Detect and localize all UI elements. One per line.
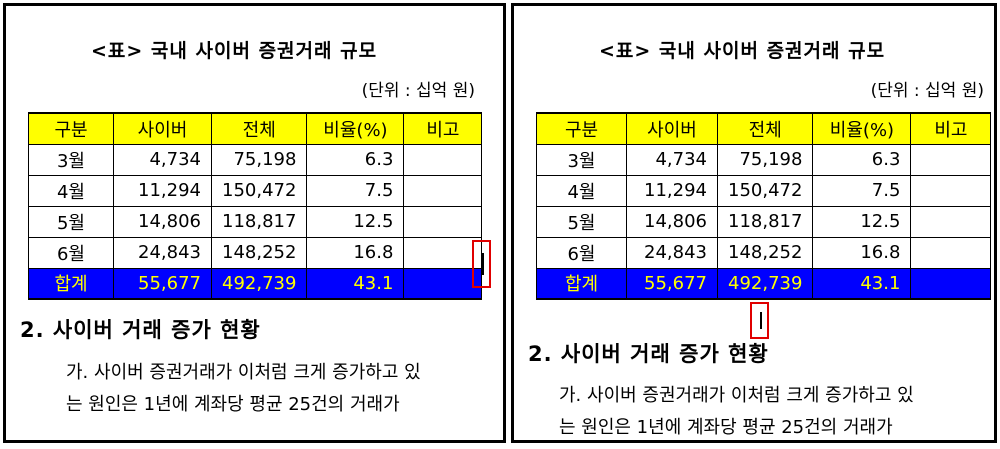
total-cell: 492,739 <box>210 267 308 300</box>
table-cell: 75,198 <box>210 143 308 176</box>
total-cell: 55,677 <box>113 267 212 300</box>
table-cell: 6월 <box>536 236 627 269</box>
header-row: 구분 사이버 전체 비율(%) 비고 <box>28 112 483 145</box>
table-row: 5월 14,806 118,817 12.5 <box>28 205 483 238</box>
table-cell: 14,806 <box>113 205 212 238</box>
header-cell: 비율(%) <box>306 112 405 145</box>
header-cell: 구분 <box>28 112 114 145</box>
table-cell: 7.5 <box>306 174 405 207</box>
table-cell <box>910 174 992 207</box>
total-cell <box>403 267 483 300</box>
data-table: 구분 사이버 전체 비율(%) 비고 3월 4,734 75,198 6.3 4월 11,294 15… <box>28 112 483 300</box>
total-cell: 합계 <box>28 267 114 300</box>
table-cell: 6.3 <box>306 143 405 176</box>
table-cell <box>403 143 483 176</box>
header-cell: 비고 <box>403 112 483 145</box>
paragraph-line: 가. 사이버 증권거래가 이처럼 크게 증가하고 있 <box>559 385 914 406</box>
table-cell: 150,472 <box>716 174 814 207</box>
unit-label: (단위 : 십억 원) <box>870 81 984 101</box>
table-cell <box>403 174 483 207</box>
table-cell: 5월 <box>536 205 627 238</box>
table-cell: 148,252 <box>716 236 814 269</box>
total-cell: 합계 <box>536 267 627 300</box>
table-cell: 14,806 <box>626 205 718 238</box>
unit-label: (단위 : 십억 원) <box>361 81 475 101</box>
table-cell: 6월 <box>28 236 114 269</box>
total-cell: 492,739 <box>716 267 814 300</box>
table-cell: 11,294 <box>113 174 212 207</box>
table-body: 구분 사이버 전체 비율(%) 비고 3월 4,734 75,198 6.3 4월 11,294 15… <box>28 112 483 300</box>
total-cell <box>910 267 992 300</box>
table-row: 6월 24,843 148,252 16.8 <box>28 236 483 269</box>
table-cell: 3월 <box>536 143 627 176</box>
table-title: <표> 국내 사이버 증권거래 규모 <box>599 40 886 62</box>
table-row: 4월 11,294 150,472 7.5 <box>536 174 992 207</box>
table-cell: 6.3 <box>812 143 912 176</box>
paragraph-line: 가. 사이버 증권거래가 이처럼 크게 증가하고 있 <box>66 362 421 383</box>
table-cell: 4,734 <box>626 143 718 176</box>
table-cell: 5월 <box>28 205 114 238</box>
table-cell: 11,294 <box>626 174 718 207</box>
table-cell <box>910 236 992 269</box>
table-cell: 12.5 <box>812 205 912 238</box>
table-cell: 16.8 <box>812 236 912 269</box>
table-row: 4월 11,294 150,472 7.5 <box>28 174 483 207</box>
table-cell <box>910 205 992 238</box>
table-cell: 7.5 <box>812 174 912 207</box>
table-cell <box>403 236 483 269</box>
table-body: 구분 사이버 전체 비율(%) 비고 3월 4,734 75,198 6.3 4월 11,294 15… <box>536 112 992 300</box>
table-cell: 12.5 <box>306 205 405 238</box>
header-cell: 비고 <box>910 112 992 145</box>
total-cell: 55,677 <box>626 267 718 300</box>
header-cell: 구분 <box>536 112 627 145</box>
total-cell: 43.1 <box>812 267 912 300</box>
table-cell: 24,843 <box>626 236 718 269</box>
table-row: 6월 24,843 148,252 16.8 <box>536 236 992 269</box>
data-table: 구분 사이버 전체 비율(%) 비고 3월 4,734 75,198 6.3 4월 11,294 15… <box>536 112 992 300</box>
header-cell: 전체 <box>716 112 814 145</box>
table-cell <box>403 205 483 238</box>
table-cell: 24,843 <box>113 236 212 269</box>
header-cell: 사이버 <box>626 112 718 145</box>
table-cell <box>910 143 992 176</box>
section-heading: 2. 사이버 거래 증가 현황 <box>528 342 769 366</box>
header-cell: 사이버 <box>113 112 212 145</box>
header-cell: 전체 <box>210 112 308 145</box>
document-panel: <표> 국내 사이버 증권거래 규모 (단위 : 십억 원) 구분 사이버 전체 비율(%… <box>3 3 506 443</box>
table-cell: 3월 <box>28 143 114 176</box>
paragraph-line: 는 원인은 1년에 계좌당 평균 25건의 거래가 <box>559 417 893 438</box>
table-cell: 148,252 <box>210 236 308 269</box>
table-row: 3월 4,734 75,198 6.3 <box>28 143 483 176</box>
table-cell: 118,817 <box>210 205 308 238</box>
table-cell: 150,472 <box>210 174 308 207</box>
table-cell: 75,198 <box>716 143 814 176</box>
table-cell: 16.8 <box>306 236 405 269</box>
table-cell: 4월 <box>536 174 627 207</box>
total-cell: 43.1 <box>306 267 405 300</box>
header-row: 구분 사이버 전체 비율(%) 비고 <box>536 112 992 145</box>
total-row: 합계 55,677 492,739 43.1 <box>536 267 992 300</box>
header-cell: 비율(%) <box>812 112 912 145</box>
table-cell: 4,734 <box>113 143 212 176</box>
paragraph-line: 는 원인은 1년에 계좌당 평균 25건의 거래가 <box>66 394 400 415</box>
total-row: 합계 55,677 492,739 43.1 <box>28 267 483 300</box>
cursor-highlight <box>750 302 769 339</box>
table-row: 3월 4,734 75,198 6.3 <box>536 143 992 176</box>
table-cell: 4월 <box>28 174 114 207</box>
table-cell: 118,817 <box>716 205 814 238</box>
table-title: <표> 국내 사이버 증권거래 규모 <box>91 40 378 62</box>
section-heading: 2. 사이버 거래 증가 현황 <box>20 318 261 342</box>
document-panel: <표> 국내 사이버 증권거래 규모 (단위 : 십억 원) 구분 사이버 전체 비율(%… <box>511 3 997 443</box>
cursor-highlight <box>472 240 491 288</box>
table-row: 5월 14,806 118,817 12.5 <box>536 205 992 238</box>
